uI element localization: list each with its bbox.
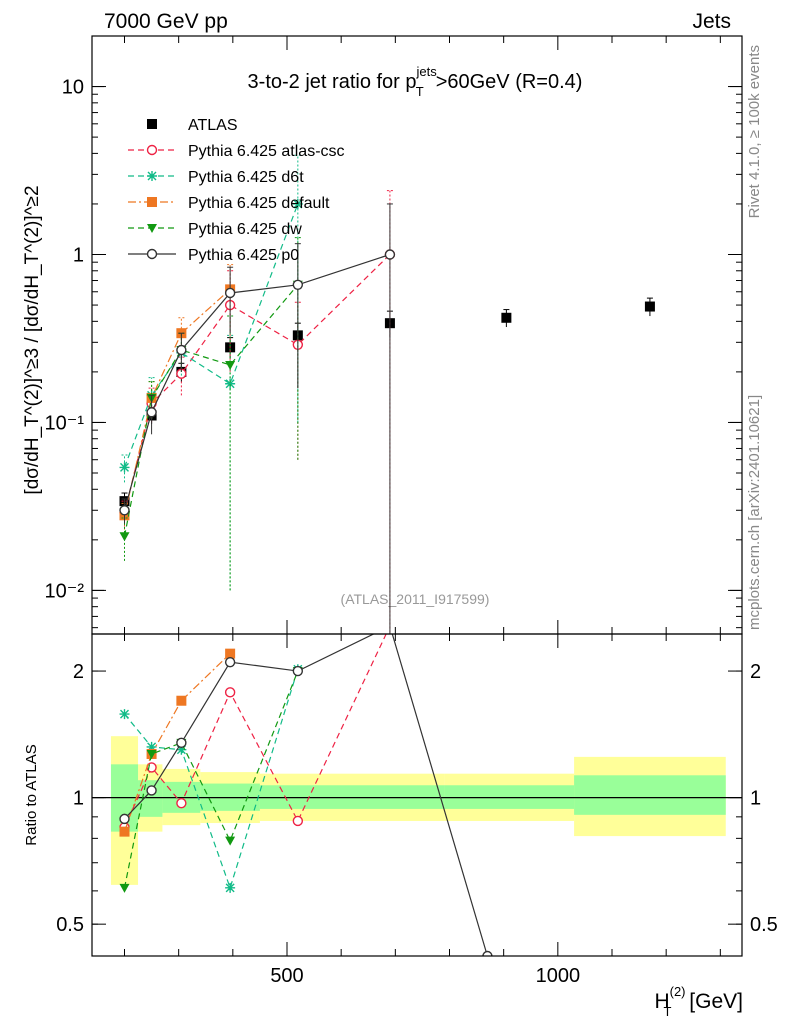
legend-label-p0: Pythia 6.425 p0 xyxy=(188,247,299,264)
data-point-dw xyxy=(225,360,236,370)
y-label-main: [dσ/dH_T^(2)]^≥3 / [dσ/dH_T^(2)]^≥2 xyxy=(22,185,43,494)
data-point-d6t xyxy=(225,378,236,389)
uncertainty-band-inner xyxy=(574,775,726,815)
analysis-watermark: (ATLAS_2011_I917599) xyxy=(341,591,490,607)
legend-label-dw: Pythia 6.425 dw xyxy=(188,221,302,238)
data-point-p0 xyxy=(292,665,304,677)
y-tick-label-right: 2 xyxy=(750,661,761,683)
plot-area xyxy=(119,154,655,634)
legend-label-atlas_csc: Pythia 6.425 atlas-csc xyxy=(188,143,345,160)
data-point-p0 xyxy=(119,505,130,516)
data-point-d6t xyxy=(225,882,236,893)
data-point-p0 xyxy=(224,287,236,299)
y-label-ratio: Ratio to ATLAS xyxy=(23,744,40,845)
main-title: 3-to-2 jet ratio for pjets T >60GeV (R=0.4… xyxy=(248,64,583,99)
data-point-p0 xyxy=(146,785,157,796)
header-right: Jets xyxy=(692,10,731,33)
data-point-p0 xyxy=(292,279,304,291)
series-line-default xyxy=(123,653,231,832)
data-point-p0 xyxy=(482,950,493,956)
data-point-atlas_csc xyxy=(224,687,236,698)
data-point-p0 xyxy=(146,407,157,418)
y-tick-label: 0.5 xyxy=(56,914,84,936)
legend-marker-atlas_csc xyxy=(146,144,158,156)
y-tick-label: 10 xyxy=(62,77,84,99)
xlabel: H(2) T [GeV] xyxy=(654,984,743,1019)
data-point-default xyxy=(119,826,130,837)
legend-label-default: Pythia 6.425 default xyxy=(188,195,330,212)
data-point-d6t xyxy=(292,198,303,209)
data-point-p0 xyxy=(176,737,187,749)
legend-marker-default xyxy=(147,197,157,207)
y-tick-label-right: 0.5 xyxy=(750,914,778,936)
x-tick-label: 1000 xyxy=(536,965,581,987)
data-point-p0 xyxy=(224,656,236,668)
legend-marker-d6t xyxy=(147,171,157,181)
header: 7000 GeV pp Jets xyxy=(104,10,731,33)
data-point-d6t xyxy=(119,709,130,720)
data-point-atlas_csc xyxy=(176,797,187,809)
side-labels: Rivet 4.1.0, ≥ 100k events mcplots.cern.… xyxy=(746,45,763,630)
legend: ATLAS Pythia 6.425 atlas-csc Pythia 6.425 … xyxy=(128,117,345,264)
x-tick-label: 500 xyxy=(270,965,303,987)
ratio-ylabel: Ratio to ATLAS xyxy=(23,744,40,845)
data-point-default xyxy=(225,648,236,659)
data-point-dw xyxy=(119,883,130,893)
main-ylabel: [dσ/dH_T^(2)]^≥3 / [dσ/dH_T^(2)]^≥2 xyxy=(22,185,43,494)
data-point-p0 xyxy=(176,344,187,356)
series-line-dw xyxy=(123,670,299,888)
data-point-atlas xyxy=(501,312,512,323)
data-point-atlas_csc xyxy=(292,815,304,827)
chart-title: 3-to-2 jet ratio for pjets T >60GeV (R=0.4… xyxy=(248,64,583,99)
data-point-d6t xyxy=(176,744,187,755)
y-tick-label: 2 xyxy=(73,661,84,683)
y-tick-label-right: 1 xyxy=(750,788,761,810)
axes-frame xyxy=(91,633,743,957)
data-point-p0 xyxy=(384,249,396,260)
series-line-p0 xyxy=(123,253,391,511)
y-tick-label: 1 xyxy=(73,788,84,810)
source-label: mcplots.cern.ch [arXiv:2401.10621] xyxy=(746,395,763,630)
ratio-plot-panel: 2 2 1 1 0.5 0.5 500 1000 xyxy=(56,633,778,987)
legend-marker-atlas xyxy=(147,119,157,129)
data-point-dw xyxy=(146,749,157,759)
legend-marker-p0 xyxy=(146,248,158,260)
legend-label-d6t: Pythia 6.425 d6t xyxy=(188,169,304,186)
y-tick-label: 1 xyxy=(73,245,84,267)
data-point-p0 xyxy=(119,813,130,825)
series-line-default xyxy=(123,288,231,516)
data-point-default xyxy=(176,695,187,706)
plot-area xyxy=(92,634,742,956)
y-tick-label: 10⁻² xyxy=(45,580,85,602)
y-tick-label: 10⁻¹ xyxy=(45,412,85,434)
series-line-atlas_csc xyxy=(123,254,391,513)
rivet-label: Rivet 4.1.0, ≥ 100k events xyxy=(746,45,763,218)
legend-marker-dw xyxy=(147,224,157,233)
x-axis-label: H(2) T [GeV] xyxy=(654,984,743,1019)
series-line-d6t xyxy=(123,203,299,468)
data-point-dw xyxy=(225,836,236,846)
legend-label-atlas: ATLAS xyxy=(188,117,238,134)
main-plot-panel: 10 1 10⁻¹ 10⁻² xyxy=(45,35,743,635)
data-point-atlas xyxy=(644,301,655,312)
data-point-d6t xyxy=(146,741,157,752)
data-point-d6t xyxy=(119,462,130,473)
data-point-dw xyxy=(119,532,130,542)
header-left: 7000 GeV pp xyxy=(104,10,228,33)
